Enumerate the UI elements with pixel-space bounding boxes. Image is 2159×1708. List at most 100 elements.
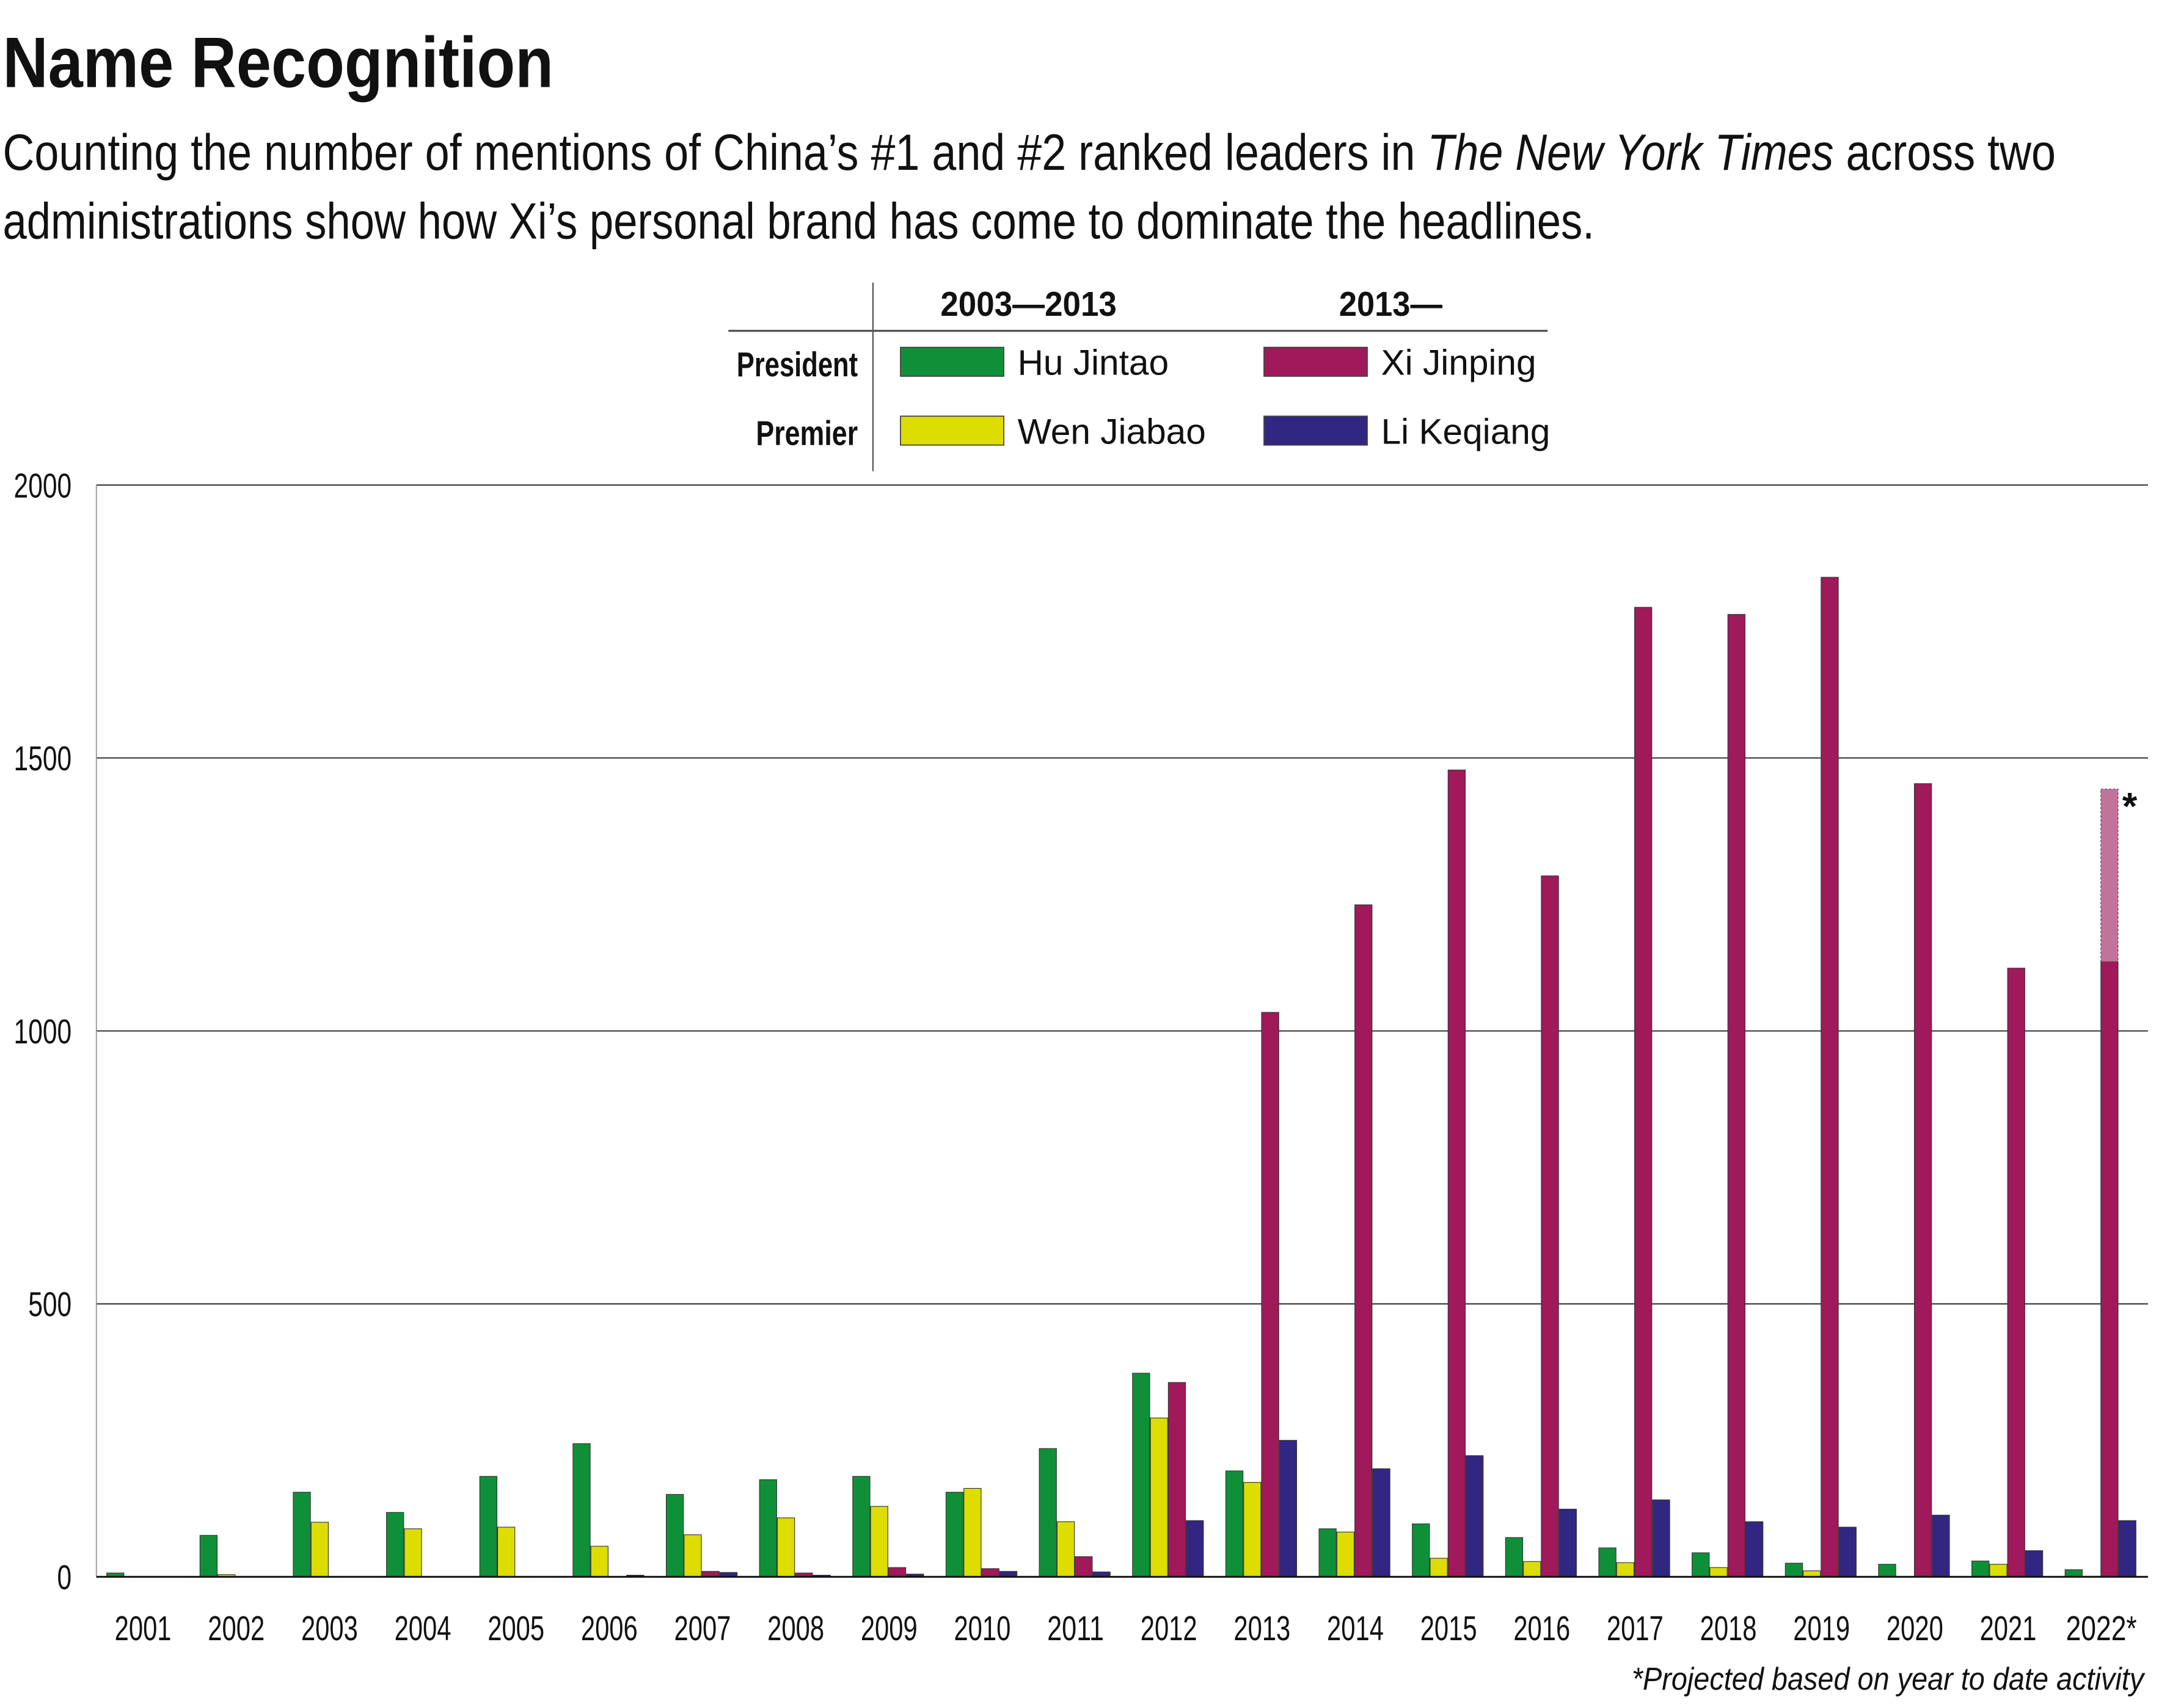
legend: 2003—2013 2013— President Premier Hu Jin… <box>728 282 1551 472</box>
bar-wen-jiabao-2012 <box>1150 1417 1168 1577</box>
legend-header-2013: 2013— <box>1339 285 1443 323</box>
bar-li-keqiang-2022 <box>2118 1520 2136 1577</box>
legend-swatch-wen-jiabao <box>900 415 1004 446</box>
bar-hu-jintao-2010 <box>945 1492 964 1577</box>
bar-xi-jinping-2020 <box>1913 783 1932 1577</box>
bar-xi-jinping-2017 <box>1634 607 1653 1577</box>
bar-xi-jinping-2012 <box>1167 1382 1186 1577</box>
bar-xi-jinping-2009 <box>888 1567 907 1577</box>
x-tick-label: 2014 <box>1327 1609 1384 1648</box>
bar-li-keqiang-2019 <box>1838 1527 1857 1577</box>
bar-hu-jintao-2013 <box>1225 1470 1244 1577</box>
bar-hu-jintao-2015 <box>1412 1524 1430 1577</box>
x-tick-label: 2019 <box>1793 1609 1850 1648</box>
bar-li-keqiang-2020 <box>1932 1514 1950 1577</box>
x-tick-label: 2011 <box>1047 1609 1104 1648</box>
bar-hu-jintao-2011 <box>1039 1448 1057 1577</box>
legend-label-hu-jintao: Hu Jintao <box>1018 343 1169 383</box>
x-tick-label: 2009 <box>861 1609 918 1648</box>
bar-wen-jiabao-2013 <box>1243 1482 1262 1577</box>
bar-li-keqiang-2021 <box>2025 1550 2044 1577</box>
bar-hu-jintao-2022 <box>2064 1569 2083 1577</box>
bar-hu-jintao-2008 <box>759 1479 777 1577</box>
bar-hu-jintao-2007 <box>665 1494 684 1577</box>
bar-xi-jinping-2015 <box>1447 769 1466 1577</box>
bar-li-keqiang-2015 <box>1466 1455 1484 1577</box>
subtitle-line-1: Counting the number of mentions of China… <box>3 124 2056 181</box>
x-tick-label: 2008 <box>767 1609 824 1648</box>
legend-swatch-hu-jintao <box>900 346 1004 377</box>
bar-xi-jinping-2018 <box>1727 614 1745 1577</box>
x-tick-label: 2016 <box>1513 1609 1570 1648</box>
bar-wen-jiabao-2011 <box>1056 1521 1075 1577</box>
legend-row-president: President <box>737 345 858 384</box>
x-tick-label: 2003 <box>301 1609 358 1648</box>
bar-wen-jiabao-2019 <box>1803 1570 1821 1577</box>
legend-label-wen-jiabao: Wen Jiabao <box>1018 412 1206 451</box>
legend-label-li-keqiang: Li Keqiang <box>1381 412 1551 451</box>
x-tick-label: 2018 <box>1700 1609 1757 1648</box>
bar-hu-jintao-2021 <box>1971 1560 1990 1577</box>
bar-xi-jinping-2019 <box>1821 577 1839 1577</box>
bar-hu-jintao-2014 <box>1318 1528 1337 1577</box>
chart-title: Name Recognition <box>3 23 554 103</box>
bar-hu-jintao-2004 <box>386 1512 404 1577</box>
bar-projected-xi-jinping-2022 <box>2100 789 2119 962</box>
bar-li-keqiang-2013 <box>1279 1440 1298 1577</box>
x-tick-label: 2001 <box>115 1609 172 1648</box>
bar-wen-jiabao-2005 <box>497 1527 516 1577</box>
bar-wen-jiabao-2003 <box>310 1522 329 1577</box>
bar-xi-jinping-2016 <box>1541 875 1559 1577</box>
bar-wen-jiabao-2015 <box>1430 1558 1448 1577</box>
legend-label-xi-jinping: Xi Jinping <box>1381 343 1536 383</box>
x-tick-label: 2010 <box>954 1609 1010 1648</box>
projection-asterisk: * <box>2122 785 2138 828</box>
bar-wen-jiabao-2006 <box>590 1546 608 1577</box>
bar-hu-jintao-2018 <box>1692 1552 1710 1577</box>
legend-row-premier: Premier <box>756 414 858 453</box>
x-tick-label: 2013 <box>1233 1609 1290 1648</box>
x-tick-label: 2015 <box>1420 1609 1477 1648</box>
bar-hu-jintao-2012 <box>1132 1373 1150 1577</box>
x-tick-label: 2004 <box>395 1609 451 1648</box>
bar-wen-jiabao-2014 <box>1336 1531 1355 1577</box>
bar-hu-jintao-2016 <box>1505 1537 1524 1577</box>
bar-li-keqiang-2012 <box>1186 1520 1204 1577</box>
x-tick-label: 2022* <box>2066 1609 2137 1648</box>
bar-wen-jiabao-2007 <box>684 1534 702 1577</box>
bar-wen-jiabao-2017 <box>1616 1562 1635 1577</box>
bar-wen-jiabao-2018 <box>1709 1567 1728 1577</box>
y-tick-label: 1000 <box>14 1012 72 1051</box>
bar-hu-jintao-2020 <box>1878 1564 1896 1577</box>
x-tick-label: 2017 <box>1607 1609 1664 1648</box>
bar-xi-jinping-2011 <box>1075 1556 1093 1577</box>
bar-hu-jintao-2002 <box>199 1535 218 1577</box>
bar-hu-jintao-2005 <box>479 1476 497 1577</box>
y-tick-label: 1500 <box>14 739 72 778</box>
bar-wen-jiabao-2021 <box>1989 1564 2007 1577</box>
x-tick-label: 2021 <box>1980 1609 2037 1648</box>
footnote: *Projected based on year to date activit… <box>1632 1661 2146 1696</box>
legend-header-2003-2013: 2003—2013 <box>940 285 1116 323</box>
x-tick-label: 2005 <box>488 1609 544 1648</box>
bar-hu-jintao-2019 <box>1785 1563 1803 1577</box>
x-tick-label: 2006 <box>581 1609 638 1648</box>
bar-wen-jiabao-2016 <box>1523 1561 1541 1577</box>
bar-wen-jiabao-2010 <box>963 1487 982 1577</box>
subtitle-line-2: administrations show how Xi’s personal b… <box>3 193 1595 250</box>
bar-xi-jinping-2014 <box>1354 904 1373 1577</box>
legend-swatch-xi-jinping <box>1263 346 1368 377</box>
y-tick-label: 500 <box>28 1285 71 1324</box>
bar-wen-jiabao-2009 <box>870 1506 888 1577</box>
legend-swatch-li-keqiang <box>1263 415 1368 446</box>
bar-li-keqiang-2014 <box>1372 1468 1390 1577</box>
bar-hu-jintao-2017 <box>1598 1547 1617 1577</box>
bar-hu-jintao-2009 <box>852 1476 871 1577</box>
bar-wen-jiabao-2004 <box>404 1528 422 1577</box>
bar-wen-jiabao-2008 <box>776 1517 795 1577</box>
y-tick-label: 0 <box>57 1558 72 1597</box>
x-tick-label: 2007 <box>674 1609 731 1648</box>
bar-xi-jinping-2022 <box>2100 961 2119 1577</box>
subtitle-italic: The New York Times <box>1427 124 1833 181</box>
